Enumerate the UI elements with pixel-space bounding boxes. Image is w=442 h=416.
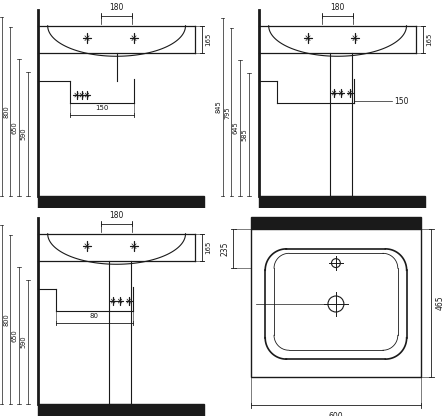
Text: 165: 165 — [205, 241, 211, 254]
Bar — [38, 196, 204, 208]
Text: 150: 150 — [95, 105, 108, 111]
Text: 650: 650 — [12, 121, 18, 134]
Text: 585: 585 — [241, 128, 248, 141]
Bar — [251, 229, 421, 377]
Text: 165: 165 — [205, 33, 211, 46]
Text: 845: 845 — [215, 101, 221, 113]
Text: 180: 180 — [110, 211, 124, 220]
Text: 800: 800 — [3, 313, 9, 326]
Text: 235: 235 — [221, 241, 229, 256]
Text: 180: 180 — [110, 3, 124, 12]
Text: 165: 165 — [426, 33, 432, 46]
Text: 150: 150 — [394, 97, 409, 106]
Bar — [38, 404, 204, 416]
Text: 180: 180 — [331, 3, 345, 12]
Bar — [259, 196, 425, 208]
Text: 80: 80 — [90, 313, 99, 319]
Text: 590: 590 — [20, 336, 27, 348]
Text: 465: 465 — [435, 296, 442, 310]
Bar — [251, 217, 421, 229]
Text: 800: 800 — [3, 105, 9, 118]
Text: 795: 795 — [224, 106, 230, 119]
Text: 650: 650 — [12, 329, 18, 342]
Text: 590: 590 — [20, 128, 27, 140]
Text: 600: 600 — [328, 412, 343, 416]
Text: 645: 645 — [233, 121, 239, 134]
